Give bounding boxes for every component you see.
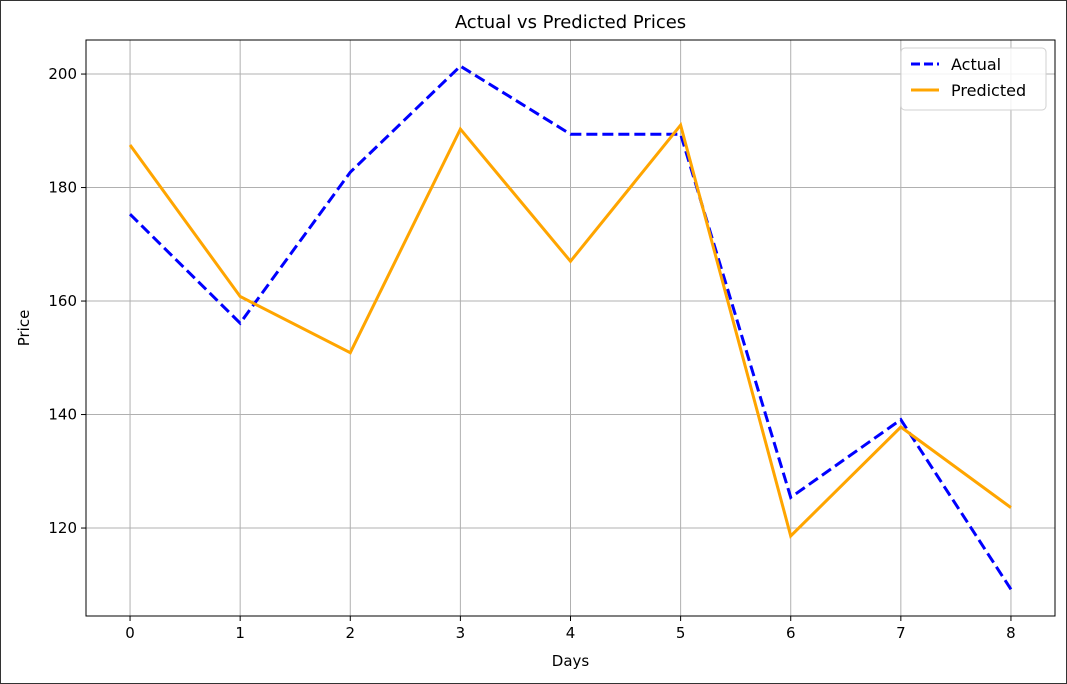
x-axis-label: Days: [552, 652, 590, 670]
series-line-predicted: [128, 121, 1012, 539]
x-tick-label: 2: [345, 624, 355, 642]
y-tick-label: 120: [48, 519, 77, 537]
legend: Actual Predicted: [900, 47, 1047, 111]
series-line-actual: [128, 64, 1013, 591]
grid: [86, 40, 1055, 616]
y-tick-label: 200: [48, 65, 77, 83]
y-tick-label: 160: [48, 292, 77, 310]
x-tick-label: 0: [125, 624, 135, 642]
legend-label-predicted: Predicted: [951, 81, 1026, 100]
x-tick-label: 6: [786, 624, 796, 642]
legend-label-actual: Actual: [951, 55, 1001, 74]
x-tick-label: 7: [896, 624, 906, 642]
x-tick-label: 5: [676, 624, 686, 642]
x-tick-label: 1: [235, 624, 245, 642]
x-tick-label: 3: [456, 624, 466, 642]
y-tick-label: 140: [48, 406, 77, 424]
y-axis-label: Price: [15, 310, 33, 347]
chart-title: Actual vs Predicted Prices: [455, 12, 686, 33]
y-tick-label: 180: [48, 179, 77, 197]
x-tick-label: 8: [1006, 624, 1016, 642]
x-tick-label: 4: [566, 624, 576, 642]
axis-ticks: 0 1 2 3 4 5 6 7 8 120 140 160 180 200: [48, 65, 1015, 642]
series-lines: [128, 64, 1013, 591]
